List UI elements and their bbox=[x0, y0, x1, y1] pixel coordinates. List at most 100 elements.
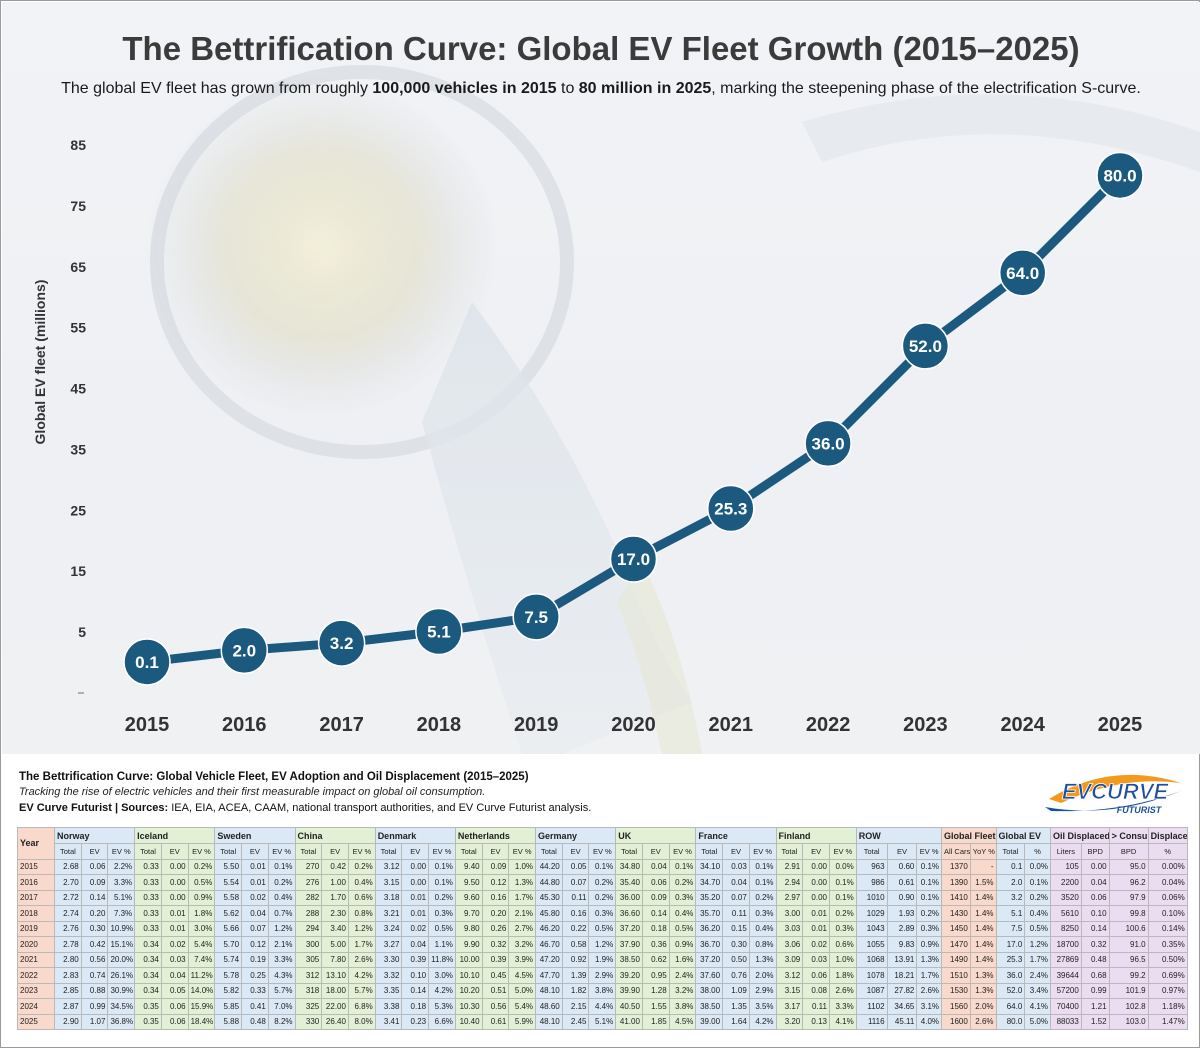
table-cell: 1.70 bbox=[321, 889, 349, 906]
table-cell: 1410 bbox=[941, 889, 971, 906]
table-cell: 0.39 bbox=[481, 951, 510, 968]
column-header: % bbox=[1147, 843, 1188, 860]
table-cell: 0.01 bbox=[241, 874, 269, 891]
table-cell: 5.66 bbox=[214, 920, 243, 937]
x-tick-label: 2015 bbox=[125, 714, 170, 736]
table-cell: 9.70 bbox=[454, 905, 483, 922]
table-cell: 95.0 bbox=[1108, 858, 1149, 875]
y-tick-label: 25 bbox=[70, 502, 86, 518]
row-year-cell: 2024 bbox=[17, 998, 55, 1015]
table-cell: 1055 bbox=[855, 936, 888, 953]
table-cell: 0.04 bbox=[1080, 874, 1110, 891]
table-cell: 1.8% bbox=[828, 967, 857, 984]
table-cell: 3.0% bbox=[187, 920, 216, 937]
data-point-marker bbox=[901, 322, 950, 370]
table-cell: 0.74 bbox=[80, 967, 109, 984]
table-cell: 0.9% bbox=[668, 936, 697, 953]
table-cell: 2.87 bbox=[54, 998, 82, 1015]
table-cell: 5.00 bbox=[321, 936, 349, 953]
table-cell: 0.19 bbox=[241, 951, 269, 968]
table-cell: 30.9% bbox=[107, 982, 136, 999]
table-cell: 0.03 bbox=[722, 858, 750, 875]
data-point: 64.0 bbox=[998, 249, 1047, 297]
column-header: EV % bbox=[668, 843, 697, 860]
column-header: EV bbox=[401, 843, 430, 860]
table-cell: 0.61 bbox=[886, 874, 918, 891]
table-cell: 1102 bbox=[855, 998, 888, 1015]
table-cell: 0.35 bbox=[134, 998, 162, 1015]
data-point: 0.1 bbox=[123, 638, 171, 686]
y-axis-title: Global EV fleet (millions) bbox=[32, 280, 48, 445]
y-tick-label: 55 bbox=[70, 320, 86, 336]
table-cell: 10.10 bbox=[454, 967, 483, 984]
table-cell: 1.3% bbox=[969, 982, 997, 999]
x-tick-label: 2021 bbox=[709, 714, 754, 736]
column-header: EV bbox=[481, 843, 510, 860]
table-cell: 1116 bbox=[855, 1013, 888, 1030]
data-label: 0.1 bbox=[135, 653, 159, 672]
table-row: 2023 2.85 0.88 30.9% 0.34 0.05 14.0% 5.82 0.33 5.… bbox=[17, 982, 1188, 999]
table-cell: 0.07 bbox=[722, 889, 750, 906]
column-header: EV % bbox=[428, 843, 456, 860]
table-cell: 37.90 bbox=[615, 936, 643, 953]
column-header: EV % bbox=[828, 843, 857, 860]
table-cell: 3.3% bbox=[107, 874, 136, 891]
column-header: BPD bbox=[1108, 843, 1149, 860]
table-cell: 3.5% bbox=[748, 998, 777, 1015]
table-cell: 36.00 bbox=[615, 889, 643, 906]
table-cell: 1.1% bbox=[428, 936, 456, 953]
row-year-cell: 2022 bbox=[17, 967, 55, 984]
column-header: Total bbox=[54, 843, 82, 860]
table-cell: 0.3% bbox=[428, 905, 456, 922]
table-cell: 57200 bbox=[1049, 982, 1082, 999]
subtitle-part3: , marking the steepening phase of the el… bbox=[711, 80, 1141, 97]
table-cell: 2.76 bbox=[54, 920, 82, 937]
table-cell: 318 bbox=[294, 982, 323, 999]
table-cell: 1450 bbox=[941, 920, 971, 937]
table-cell: 5.50 bbox=[214, 858, 243, 875]
y-tick-label: 65 bbox=[70, 259, 86, 275]
table-cell: 0.00 bbox=[802, 889, 830, 906]
table-cell: 2.0% bbox=[748, 967, 777, 984]
table-cell: 0.4% bbox=[748, 920, 777, 937]
table-cell: 0.01 bbox=[401, 889, 430, 906]
row-year-cell: 2020 bbox=[17, 936, 55, 953]
table-cell: 270 bbox=[294, 858, 323, 875]
table-row: 2015 2.68 0.06 2.2% 0.33 0.00 0.2% 5.50 0.01 0.1%… bbox=[17, 858, 1188, 875]
table-cell: 0.1% bbox=[828, 889, 857, 906]
table-cell: 2.70 bbox=[54, 874, 82, 891]
page-title: The Bettrification Curve: Global EV Flee… bbox=[122, 30, 1080, 67]
table-cell: 1.82 bbox=[561, 982, 590, 999]
column-header: All Cars bbox=[941, 843, 971, 860]
data-point-marker bbox=[317, 619, 366, 667]
table-cell: 64.0 bbox=[995, 998, 1026, 1015]
subtitle-bold1: 100,000 vehicles in 2015 bbox=[372, 80, 557, 97]
table-cell: 0.36 bbox=[641, 936, 670, 953]
table-cell: 5.4% bbox=[187, 936, 216, 953]
table-row: 2018 2.74 0.20 7.3% 0.33 0.01 1.8% 5.62 0.04 0.7%… bbox=[17, 905, 1188, 922]
table-cell: 0.14% bbox=[1147, 920, 1188, 937]
table-cell: 0.9% bbox=[187, 889, 216, 906]
table-cell: 0.2% bbox=[588, 889, 617, 906]
table-cell: 0.00 bbox=[1080, 858, 1110, 875]
table-cell: 3.40 bbox=[321, 920, 349, 937]
table-cell: 0.06 bbox=[1080, 889, 1110, 906]
data-point-marker bbox=[512, 593, 560, 641]
table-cell: 1.4% bbox=[969, 920, 997, 937]
column-header: EV % bbox=[347, 843, 376, 860]
table-cell: 0.14 bbox=[641, 905, 670, 922]
table-cell: 0.1% bbox=[1024, 874, 1051, 891]
table-cell: 0.92 bbox=[561, 951, 590, 968]
table-cell: 101.9 bbox=[1108, 982, 1149, 999]
table-cell: 18.00 bbox=[321, 982, 349, 999]
data-label: 5.1 bbox=[427, 623, 451, 642]
table-cell: 15.1% bbox=[107, 936, 136, 953]
table-cell: 1.47% bbox=[1147, 1013, 1188, 1030]
table-cell: 0.3% bbox=[588, 905, 617, 922]
table-cell: 91.0 bbox=[1108, 936, 1149, 953]
table-cell: 8.0% bbox=[347, 1013, 376, 1030]
y-tick-label: 5 bbox=[78, 624, 86, 640]
year-header: Year bbox=[17, 827, 55, 860]
table-cell: 3.4% bbox=[1024, 982, 1051, 999]
table-cell: 2200 bbox=[1049, 874, 1082, 891]
